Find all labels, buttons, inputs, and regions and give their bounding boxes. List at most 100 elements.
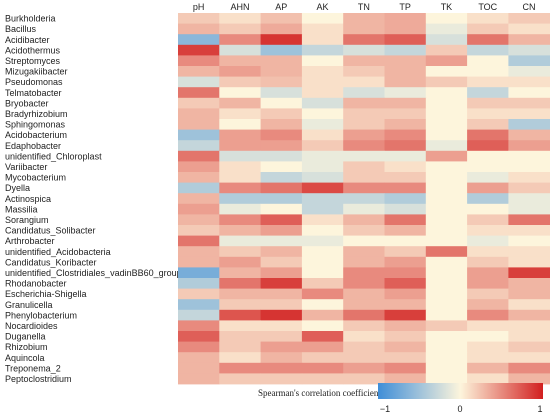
heatmap-cell <box>219 256 261 268</box>
heatmap-cell <box>178 55 220 67</box>
heatmap-cell <box>178 299 220 311</box>
row-label: Phenylobacterium <box>5 310 77 320</box>
column-label: TK <box>441 2 453 12</box>
row-label: Burkholderia <box>5 14 56 24</box>
heatmap-cell <box>219 246 261 258</box>
heatmap-cell <box>508 182 550 194</box>
heatmap-cell <box>178 203 220 215</box>
heatmap-cell <box>508 108 550 120</box>
heatmap-cell <box>260 182 303 194</box>
heatmap-cell <box>384 320 427 332</box>
heatmap-cell <box>219 352 261 364</box>
heatmap-cell <box>467 161 509 173</box>
heatmap-cell <box>384 119 427 130</box>
column-label: TOC <box>478 2 497 12</box>
heatmap-cell <box>260 309 303 321</box>
heatmap-cell <box>260 278 303 289</box>
row-label: Sorangium <box>5 215 49 225</box>
heatmap-cell <box>260 87 303 99</box>
heatmap-cell <box>301 193 344 205</box>
heatmap-cell <box>301 256 344 268</box>
heatmap-cell <box>178 373 220 385</box>
heatmap-cell <box>467 182 509 194</box>
row-label: Acidobacterium <box>5 130 67 140</box>
heatmap-cell <box>178 76 220 88</box>
heatmap-cell <box>508 129 550 141</box>
heatmap-cell <box>178 87 220 99</box>
heatmap-cell <box>178 34 220 46</box>
heatmap-cell <box>178 44 220 56</box>
heatmap-cell <box>260 55 303 67</box>
row-label: Actinospica <box>5 194 51 204</box>
heatmap-cell <box>343 108 385 120</box>
heatmap-cell <box>178 66 220 77</box>
heatmap-cell <box>508 278 550 289</box>
heatmap-cell <box>343 182 385 194</box>
heatmap-cell <box>178 119 220 130</box>
heatmap-cell <box>178 246 220 258</box>
heatmap-cell <box>467 235 509 247</box>
heatmap-cell <box>467 341 509 353</box>
row-label: Escherichia-Shigella <box>5 289 87 299</box>
heatmap-cell <box>219 55 261 67</box>
heatmap-cell <box>425 288 468 300</box>
heatmap-cell <box>260 150 303 162</box>
heatmap-cell <box>260 225 303 236</box>
heatmap-cell <box>343 320 385 332</box>
heatmap-cell <box>425 97 468 109</box>
heatmap-cell <box>425 140 468 152</box>
heatmap-cell <box>301 299 344 311</box>
heatmap-cell <box>384 13 427 24</box>
heatmap-cell <box>178 172 220 183</box>
heatmap-cell <box>467 108 509 120</box>
heatmap-cell <box>384 76 427 88</box>
heatmap-cell <box>425 331 468 342</box>
row-labels: BurkholderiaBacillusAcidibacterAcidother… <box>5 14 182 384</box>
row-label: Edaphobacter <box>5 141 61 151</box>
heatmap-cell <box>260 288 303 300</box>
heatmap-cell <box>508 97 550 109</box>
heatmap-cell <box>467 87 509 99</box>
heatmap-cell <box>219 193 261 205</box>
heatmap-cell <box>467 362 509 374</box>
heatmap-cell <box>219 23 261 35</box>
heatmap-cell <box>425 182 468 194</box>
heatmap-cell <box>260 140 303 152</box>
heatmap-cell <box>260 267 303 279</box>
heatmap-cell <box>467 246 509 258</box>
heatmap-cell <box>343 66 385 77</box>
heatmap-cell <box>219 150 261 162</box>
heatmap-cell <box>343 150 385 162</box>
heatmap-cell <box>301 34 344 46</box>
row-label: Granulicella <box>5 300 53 310</box>
heatmap-cell <box>260 193 303 205</box>
heatmap-cell <box>343 267 385 279</box>
heatmap-cell <box>219 331 261 342</box>
heatmap-cell <box>343 44 385 56</box>
heatmap-cell <box>301 55 344 67</box>
heatmap-cell <box>219 214 261 226</box>
row-label: Sphingomonas <box>5 120 66 130</box>
heatmap-cell <box>178 256 220 268</box>
heatmap-cell <box>343 246 385 258</box>
heatmap-cell <box>301 108 344 120</box>
heatmap-cell <box>384 288 427 300</box>
heatmap-cell <box>343 87 385 99</box>
heatmap-cell <box>425 55 468 67</box>
heatmap-cell <box>467 76 509 88</box>
heatmap-cell <box>219 320 261 332</box>
heatmap-cell <box>384 299 427 311</box>
heatmap-cell <box>508 34 550 46</box>
heatmap-cell <box>301 66 344 77</box>
heatmap-cell <box>260 214 303 226</box>
heatmap-cell <box>178 267 220 279</box>
heatmap-cell <box>301 288 344 300</box>
row-label: Candidatus_Solibacter <box>5 226 96 236</box>
heatmap-cell <box>384 246 427 258</box>
heatmap-cell <box>219 267 261 279</box>
heatmap-cell <box>508 172 550 183</box>
heatmap-cell <box>384 129 427 141</box>
heatmap-cell <box>178 13 220 24</box>
heatmap-cell <box>178 309 220 321</box>
heatmap-cell <box>384 278 427 289</box>
